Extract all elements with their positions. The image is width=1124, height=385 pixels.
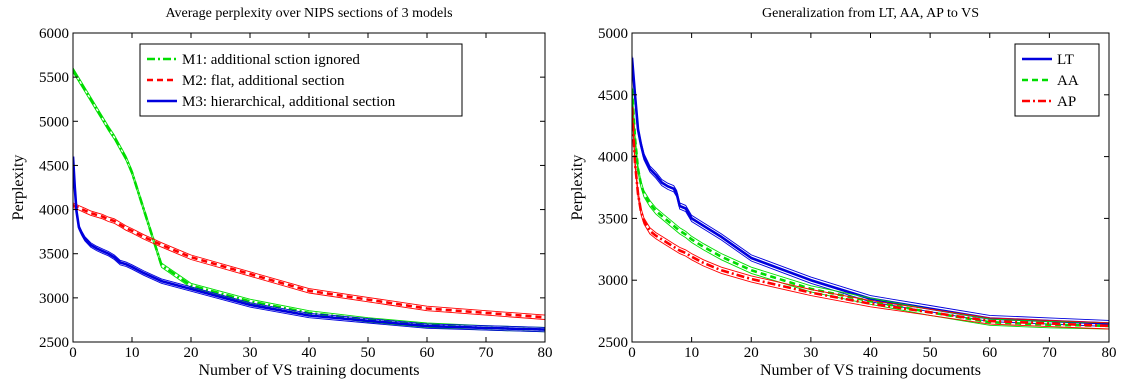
x-tick-label: 40 <box>302 345 317 361</box>
series-line <box>73 156 545 331</box>
plot-area <box>73 67 545 333</box>
chart-title: Average perplexity over NIPS sections of… <box>165 6 452 21</box>
series-band-line <box>73 154 545 328</box>
x-axis-label: Number of VS training documents <box>198 362 419 379</box>
x-tick-label: 30 <box>803 345 818 361</box>
series-band-line <box>73 206 545 320</box>
x-tick-label: 50 <box>361 345 376 361</box>
y-tick-label: 5000 <box>598 26 628 42</box>
y-tick-label: 4000 <box>598 150 628 166</box>
y-tick-label: 3000 <box>39 291 69 307</box>
legend-entry-label: M1: additional sction ignored <box>182 52 360 68</box>
legend: M1: additional sction ignored M2: flat, a… <box>139 43 463 117</box>
y-tick-label: 6000 <box>39 26 69 42</box>
x-tick-label: 70 <box>1042 345 1057 361</box>
x-tick-label: 50 <box>923 345 938 361</box>
y-tick-label: 4500 <box>598 88 628 104</box>
x-tick-label: 80 <box>1102 345 1117 361</box>
y-tick-label: 3500 <box>598 211 628 227</box>
legend-entry-label: AP <box>1057 94 1076 110</box>
x-tick-label: 80 <box>538 345 553 361</box>
x-tick-label: 0 <box>69 345 77 361</box>
y-axis-label: Perplexity <box>569 155 586 221</box>
legend-entry-label: M3: hierarchical, additional section <box>182 94 396 110</box>
y-tick-label: 2500 <box>598 335 628 351</box>
y-tick-label: 3500 <box>39 247 69 263</box>
legend-entry-label: M2: flat, additional section <box>182 73 345 89</box>
x-tick-label: 20 <box>184 345 199 361</box>
series-line <box>632 107 1109 328</box>
legend-entry-label: AA <box>1057 73 1079 89</box>
x-tick-label: 10 <box>684 345 699 361</box>
y-tick-label: 3000 <box>598 273 628 289</box>
legend-entry-label: LT <box>1057 52 1074 68</box>
x-tick-label: 30 <box>243 345 258 361</box>
legend-box <box>139 43 463 117</box>
x-tick-label: 0 <box>628 345 636 361</box>
x-tick-label: 60 <box>982 345 997 361</box>
series-band-line <box>632 91 1109 330</box>
y-tick-label: 4500 <box>39 158 69 174</box>
y-axis-label: Perplexity <box>10 155 27 221</box>
y-tick-label: 5000 <box>39 114 69 130</box>
y-tick-label: 5500 <box>39 70 69 86</box>
chart-1: Average perplexity over NIPS sections of… <box>10 6 553 379</box>
legend: LT AA AP <box>1014 43 1100 117</box>
chart-title: Generalization from LT, AA, AP to VS <box>762 6 979 21</box>
series-line <box>73 204 545 319</box>
series-band-line <box>632 110 1109 330</box>
x-tick-label: 40 <box>863 345 878 361</box>
legend-box <box>1014 43 1100 117</box>
plot-area <box>632 54 1109 330</box>
series-band-line <box>73 158 545 333</box>
x-tick-label: 70 <box>479 345 494 361</box>
series-band-line <box>632 104 1109 324</box>
y-tick-label: 4000 <box>39 203 69 219</box>
x-tick-label: 60 <box>420 345 435 361</box>
chart-2: Generalization from LT, AA, AP to VS 0 10 2… <box>569 6 1117 379</box>
x-tick-label: 20 <box>744 345 759 361</box>
series-line <box>632 88 1109 328</box>
y-tick-label: 2500 <box>39 335 69 351</box>
series-band-line <box>632 85 1109 324</box>
x-axis-label: Number of VS training documents <box>760 362 981 379</box>
series-band-line <box>73 202 545 316</box>
x-tick-label: 10 <box>125 345 140 361</box>
